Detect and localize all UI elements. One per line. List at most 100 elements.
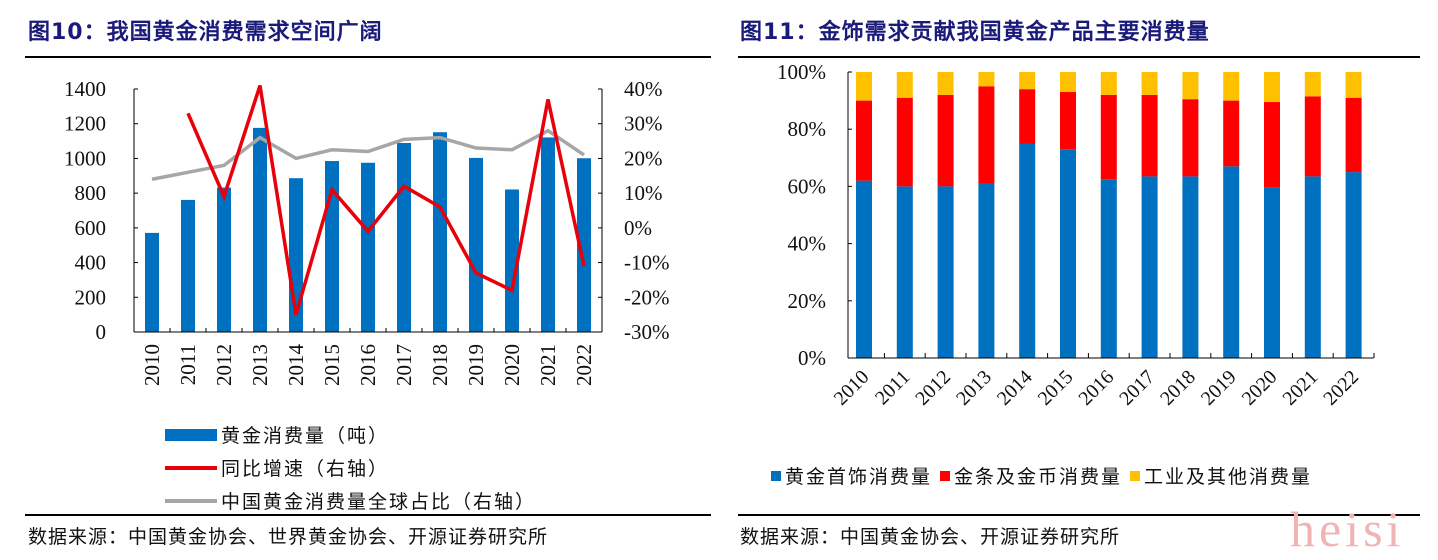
x-tick-label: 2020 — [1238, 366, 1282, 410]
jewelry-segment — [1304, 176, 1321, 358]
industrial-segment — [1304, 72, 1321, 97]
bars-coins-segment — [1264, 102, 1280, 188]
legend-swatch-red-line — [165, 465, 217, 470]
right-y-tick-label: 10% — [624, 181, 663, 205]
consumption-bar — [181, 199, 195, 332]
bars-coins-segment — [1100, 94, 1117, 180]
x-tick-label: 2010 — [830, 366, 874, 410]
x-tick-label: 2016 — [356, 344, 380, 386]
legend-label: 黄金消费量（吨） — [221, 425, 390, 447]
industrial-segment — [937, 72, 954, 95]
industrial-segment — [896, 72, 913, 98]
x-tick-label: 2012 — [212, 344, 236, 386]
x-tick-label: 2015 — [320, 344, 344, 386]
x-tick-label: 2013 — [248, 344, 272, 386]
jewelry-segment — [1060, 149, 1076, 358]
legend-item-yoy: 同比增速（右轴） — [165, 451, 536, 484]
x-tick-label: 2014 — [284, 344, 308, 387]
left-y-tick-label: 800 — [75, 181, 107, 205]
x-tick-label: 2016 — [1074, 366, 1118, 410]
industrial-segment — [856, 72, 872, 101]
x-tick-label: 2017 — [1115, 366, 1159, 410]
bars-coins-segment — [1141, 94, 1158, 177]
x-tick-label: 2011 — [871, 366, 914, 409]
industrial-segment — [1019, 72, 1036, 90]
y-tick-label: 40% — [788, 232, 827, 256]
legend-item-consumption: 黄金消费量（吨） — [165, 418, 536, 451]
x-tick-label: 2019 — [464, 344, 488, 386]
left-y-tick-label: 0 — [96, 320, 107, 344]
legend-swatch-bars-coins — [940, 470, 951, 481]
legend-item-global-share: 中国黄金消费量全球占比（右轴） — [165, 484, 536, 517]
jewelry-segment — [978, 183, 995, 358]
consumption-bar — [433, 132, 447, 332]
consumption-bar — [577, 158, 591, 332]
legend-label: 工业及其他消费量 — [1144, 466, 1313, 488]
legend-swatch-industrial — [1130, 470, 1141, 481]
legend-item-jewelry: 黄金首饰消费量 — [771, 462, 932, 489]
left-y-tick-label: 1400 — [64, 77, 106, 101]
bars-coins-segment — [1345, 97, 1362, 173]
industrial-segment — [1345, 72, 1362, 98]
right-title-rule — [738, 56, 1420, 58]
right-y-tick-label: 30% — [624, 112, 663, 136]
industrial-segment — [1264, 72, 1280, 103]
bars-coins-segment — [1304, 96, 1321, 177]
consumption-bar — [361, 162, 375, 332]
x-tick-label: 2022 — [572, 344, 596, 386]
legend-label: 黄金首饰消费量 — [785, 466, 933, 488]
jewelry-segment — [896, 186, 913, 358]
consumption-bar — [217, 187, 231, 332]
consumption-bar — [541, 137, 555, 332]
x-tick-label: 2011 — [176, 344, 200, 385]
x-tick-label: 2022 — [1319, 366, 1363, 410]
x-tick-label: 2017 — [392, 344, 416, 386]
industrial-segment — [1141, 72, 1158, 95]
y-tick-label: 60% — [788, 174, 827, 198]
x-tick-label: 2010 — [140, 344, 164, 386]
jewelry-segment — [1141, 176, 1158, 358]
x-tick-label: 2015 — [1034, 366, 1078, 410]
bars-coins-segment — [1182, 99, 1199, 177]
jewelry-segment — [1264, 187, 1280, 358]
left-chart-title: 图10：我国黄金消费需求空间广阔 — [28, 20, 383, 45]
left-chart: 0 200 400 600 800 1000 1200 1400 -30% -20% -10% 0% 1… — [64, 77, 670, 387]
x-tick-label: 2019 — [1197, 366, 1241, 410]
bars-coins-segment — [937, 94, 954, 187]
right-source-rule — [738, 514, 1420, 516]
x-tick-label: 2013 — [952, 366, 996, 410]
legend-swatch-bar — [165, 428, 217, 441]
consumption-bar — [469, 157, 483, 332]
legend-label: 中国黄金消费量全球占比（右轴） — [221, 491, 537, 513]
x-tick-label: 2014 — [993, 366, 1037, 410]
x-tick-label: 2018 — [1156, 366, 1200, 410]
legend-label: 金条及金币消费量 — [954, 466, 1123, 488]
y-tick-label: 0% — [798, 346, 826, 370]
right-y-tick-label: 0% — [624, 216, 652, 240]
jewelry-segment — [856, 180, 872, 358]
left-y-tick-label: 400 — [75, 251, 107, 275]
industrial-segment — [1060, 72, 1076, 93]
jewelry-segment — [937, 186, 954, 358]
y-tick-label: 80% — [788, 117, 827, 141]
bars-coins-segment — [1019, 89, 1036, 144]
x-tick-label: 2020 — [500, 344, 524, 386]
consumption-bar — [253, 127, 267, 332]
y-tick-label: 100% — [777, 60, 826, 84]
right-y-tick-label: -20% — [624, 285, 670, 309]
y-tick-label: 20% — [788, 289, 827, 313]
bars-coins-segment — [856, 100, 872, 181]
industrial-segment — [1182, 72, 1199, 100]
x-tick-label: 2012 — [911, 366, 955, 410]
legend-item-industrial: 工业及其他消费量 — [1130, 462, 1312, 489]
jewelry-segment — [1182, 176, 1199, 358]
jewelry-segment — [1345, 172, 1362, 358]
consumption-bar — [505, 189, 519, 332]
left-title-rule — [25, 56, 711, 58]
right-y-tick-label: -10% — [624, 251, 670, 275]
industrial-segment — [1100, 72, 1117, 95]
left-legend: 黄金消费量（吨） 同比增速（右轴） 中国黄金消费量全球占比（右轴） — [165, 418, 536, 517]
left-y-tick-label: 200 — [75, 285, 107, 309]
right-legend: 黄金首饰消费量 金条及金币消费量 工业及其他消费量 — [771, 462, 1320, 489]
left-source-rule — [25, 514, 711, 516]
